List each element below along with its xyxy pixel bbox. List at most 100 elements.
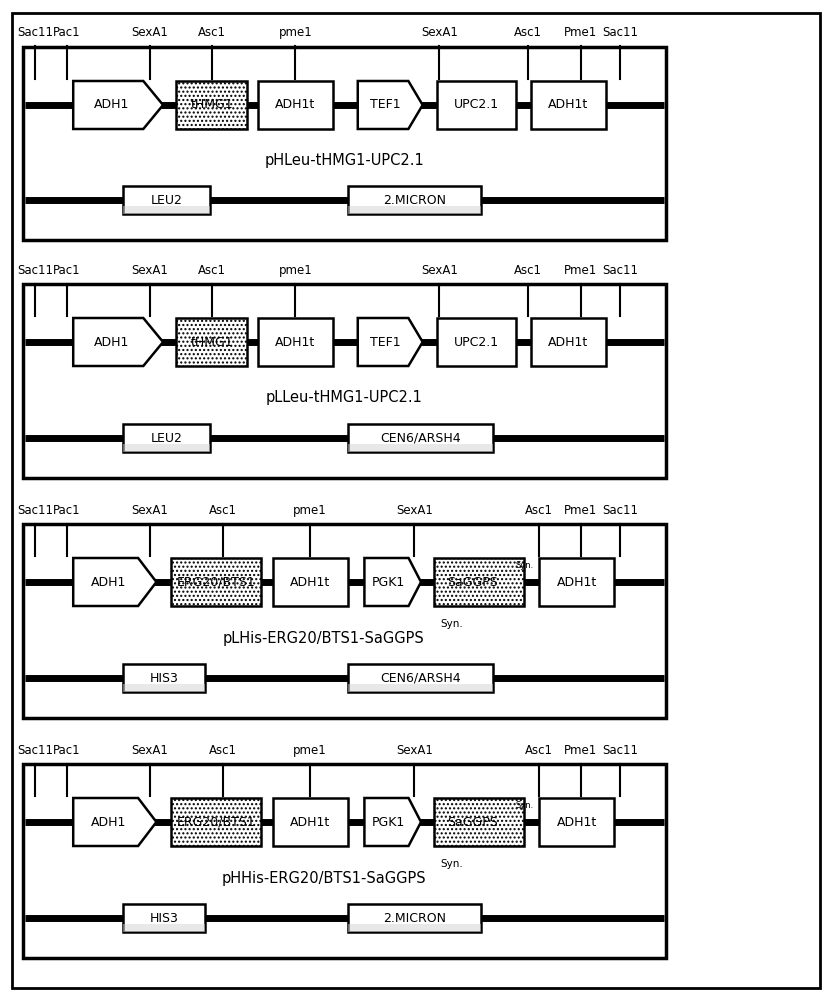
Text: SexA1: SexA1: [396, 504, 433, 517]
Text: UPC2.1: UPC2.1: [453, 99, 499, 111]
Polygon shape: [73, 558, 156, 606]
Polygon shape: [358, 318, 423, 366]
Bar: [531, 81, 606, 129]
Text: CEN6/ARSH4: CEN6/ARSH4: [380, 672, 461, 684]
Bar: [258, 318, 333, 366]
Bar: [176, 81, 247, 129]
Bar: [176, 318, 247, 366]
Text: ADH1t: ADH1t: [548, 99, 588, 111]
Bar: [123, 424, 210, 452]
Text: Pac1: Pac1: [52, 504, 81, 517]
Bar: [348, 684, 493, 692]
Text: SexA1: SexA1: [396, 744, 433, 757]
Text: ADH1: ADH1: [94, 336, 130, 349]
Text: pLLeu-tHMG1-UPC2.1: pLLeu-tHMG1-UPC2.1: [266, 390, 423, 405]
Bar: [123, 444, 210, 452]
Text: ERG20/BTS1: ERG20/BTS1: [177, 576, 255, 588]
Bar: [539, 558, 614, 606]
Bar: [348, 664, 493, 692]
Bar: [348, 186, 481, 214]
Bar: [23, 764, 666, 958]
Polygon shape: [73, 798, 156, 846]
Text: pme1: pme1: [293, 744, 326, 757]
Bar: [348, 904, 481, 932]
Text: Sac11: Sac11: [602, 264, 638, 277]
Text: ERG20/BTS1: ERG20/BTS1: [177, 816, 255, 828]
Text: Asc1: Asc1: [209, 744, 237, 757]
Text: Pac1: Pac1: [52, 744, 81, 757]
Bar: [348, 444, 493, 452]
Bar: [23, 47, 666, 240]
Bar: [437, 318, 516, 366]
Text: Sac11: Sac11: [602, 744, 638, 757]
Polygon shape: [364, 798, 421, 846]
Text: LEU2: LEU2: [151, 432, 183, 444]
Bar: [171, 798, 261, 846]
Text: ADH1t: ADH1t: [275, 99, 315, 111]
Text: LEU2: LEU2: [151, 194, 183, 207]
Text: Sac11: Sac11: [17, 26, 53, 39]
Bar: [123, 206, 210, 214]
Text: PGK1: PGK1: [372, 816, 405, 828]
Text: ADH1t: ADH1t: [557, 576, 597, 588]
Text: Syn.: Syn.: [516, 561, 534, 570]
Bar: [434, 558, 524, 606]
Text: pme1: pme1: [279, 264, 312, 277]
Bar: [123, 904, 205, 932]
Polygon shape: [364, 558, 421, 606]
Text: Syn.: Syn.: [516, 801, 534, 810]
Text: PGK1: PGK1: [372, 576, 405, 588]
Text: Syn.: Syn.: [440, 859, 463, 869]
Text: ADH1t: ADH1t: [275, 336, 315, 349]
Text: CEN6/ARSH4: CEN6/ARSH4: [380, 432, 461, 444]
Bar: [273, 558, 348, 606]
Bar: [348, 206, 481, 214]
Text: TEF1: TEF1: [370, 99, 401, 111]
Bar: [23, 284, 666, 478]
Bar: [171, 558, 261, 606]
Text: 2.MICRON: 2.MICRON: [383, 912, 446, 924]
Bar: [531, 318, 606, 366]
Bar: [23, 524, 666, 718]
Text: Asc1: Asc1: [514, 264, 542, 277]
Text: Pme1: Pme1: [564, 744, 597, 757]
Text: Sac11: Sac11: [17, 744, 53, 757]
Text: Asc1: Asc1: [198, 264, 226, 277]
Text: HIS3: HIS3: [150, 912, 178, 924]
Bar: [123, 664, 205, 692]
Text: Sac11: Sac11: [602, 504, 638, 517]
Text: ADH1: ADH1: [92, 816, 126, 828]
Bar: [434, 798, 524, 846]
Text: Asc1: Asc1: [525, 504, 553, 517]
Polygon shape: [73, 318, 163, 366]
Bar: [258, 81, 333, 129]
Bar: [539, 798, 614, 846]
Text: Pme1: Pme1: [564, 264, 597, 277]
Text: Pme1: Pme1: [564, 504, 597, 517]
Text: pHHis-ERG20/BTS1-SaGGPS: pHHis-ERG20/BTS1-SaGGPS: [221, 870, 426, 886]
Text: Asc1: Asc1: [209, 504, 237, 517]
Text: SexA1: SexA1: [421, 26, 458, 39]
Bar: [348, 424, 493, 452]
Text: 2.MICRON: 2.MICRON: [383, 194, 446, 207]
Text: pHLeu-tHMG1-UPC2.1: pHLeu-tHMG1-UPC2.1: [265, 153, 424, 168]
Text: ADH1t: ADH1t: [290, 816, 330, 828]
Text: SexA1: SexA1: [131, 504, 168, 517]
Text: SexA1: SexA1: [131, 26, 168, 39]
Text: TEF1: TEF1: [370, 336, 401, 349]
Text: ADH1t: ADH1t: [290, 576, 330, 588]
Text: ADH1t: ADH1t: [548, 336, 588, 349]
Text: Pme1: Pme1: [564, 26, 597, 39]
Bar: [273, 798, 348, 846]
Text: SaGGPS: SaGGPS: [448, 816, 498, 828]
Text: Sac11: Sac11: [602, 26, 638, 39]
Text: Asc1: Asc1: [525, 744, 553, 757]
Text: tHMG1: tHMG1: [191, 99, 233, 111]
Text: pme1: pme1: [293, 504, 326, 517]
Text: ADH1: ADH1: [92, 576, 126, 588]
Text: SaGGPS: SaGGPS: [448, 576, 498, 588]
Bar: [123, 684, 205, 692]
Polygon shape: [358, 81, 423, 129]
Text: SexA1: SexA1: [131, 744, 168, 757]
Bar: [437, 81, 516, 129]
